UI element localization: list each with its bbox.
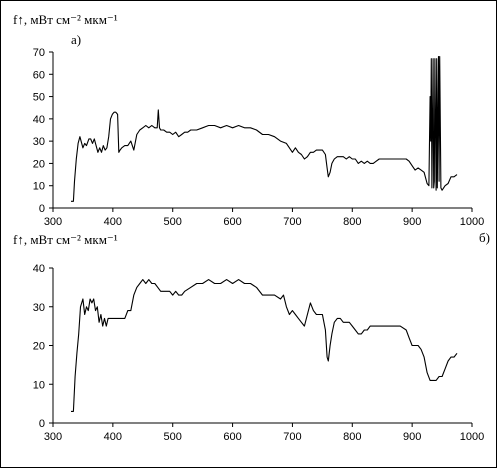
panel-b-x-tick-label: 700	[283, 431, 301, 443]
panel-a-letter: а)	[71, 32, 81, 47]
panel-b-y-label: f↑, мВт см⁻² мкм⁻¹	[13, 232, 118, 247]
panel-b-y-tick-label: 40	[33, 263, 45, 275]
panel-a-x-tick-label: 400	[104, 216, 122, 228]
panel-a-x-tick-label: 700	[283, 216, 301, 228]
panel-a-y-tick-label: 20	[33, 158, 45, 170]
panel-a-y-tick-label: 0	[39, 203, 45, 215]
panel-b-x-tick-label: 900	[403, 431, 421, 443]
panel-b-letter: б)	[479, 230, 490, 245]
panel-b-x-tick-label: 600	[223, 431, 241, 443]
panel-a-y-tick-label: 60	[33, 69, 45, 81]
panel-b-x-tick-label: 800	[343, 431, 361, 443]
panel-a-x-tick-label: 800	[343, 216, 361, 228]
panel-b-y-tick-label: 20	[33, 341, 45, 353]
panel-a-y-tick-label: 10	[33, 181, 45, 193]
panel-b-x-tick-label: 1000	[460, 431, 484, 443]
panel-a-y-tick-label: 70	[33, 47, 45, 59]
panel-a-y-label: f↑, мВт см⁻² мкм⁻¹	[13, 12, 118, 27]
panel-a-x-tick-label: 600	[223, 216, 241, 228]
panel-b-y-tick-label: 0	[39, 418, 45, 430]
panel-b-x-tick-label: 500	[164, 431, 182, 443]
panel-a-x-tick-label: 500	[164, 216, 182, 228]
panel-a-x-tick-label: 1000	[460, 216, 484, 228]
panel-a-x-tick-label: 300	[44, 216, 62, 228]
panel-a-x-tick-label: 900	[403, 216, 421, 228]
panel-b-y-tick-label: 30	[33, 302, 45, 314]
panel-a-y-tick-label: 40	[33, 114, 45, 126]
panel-b-series-line	[71, 279, 458, 412]
panel-b-x-tick-label: 300	[44, 431, 62, 443]
panel-a-y-tick-label: 50	[33, 92, 45, 104]
panel-a-series-line	[71, 55, 458, 202]
panel-a-y-tick-label: 30	[33, 136, 45, 148]
panel-b-y-tick-label: 10	[33, 379, 45, 391]
panel-b-x-tick-label: 400	[104, 431, 122, 443]
